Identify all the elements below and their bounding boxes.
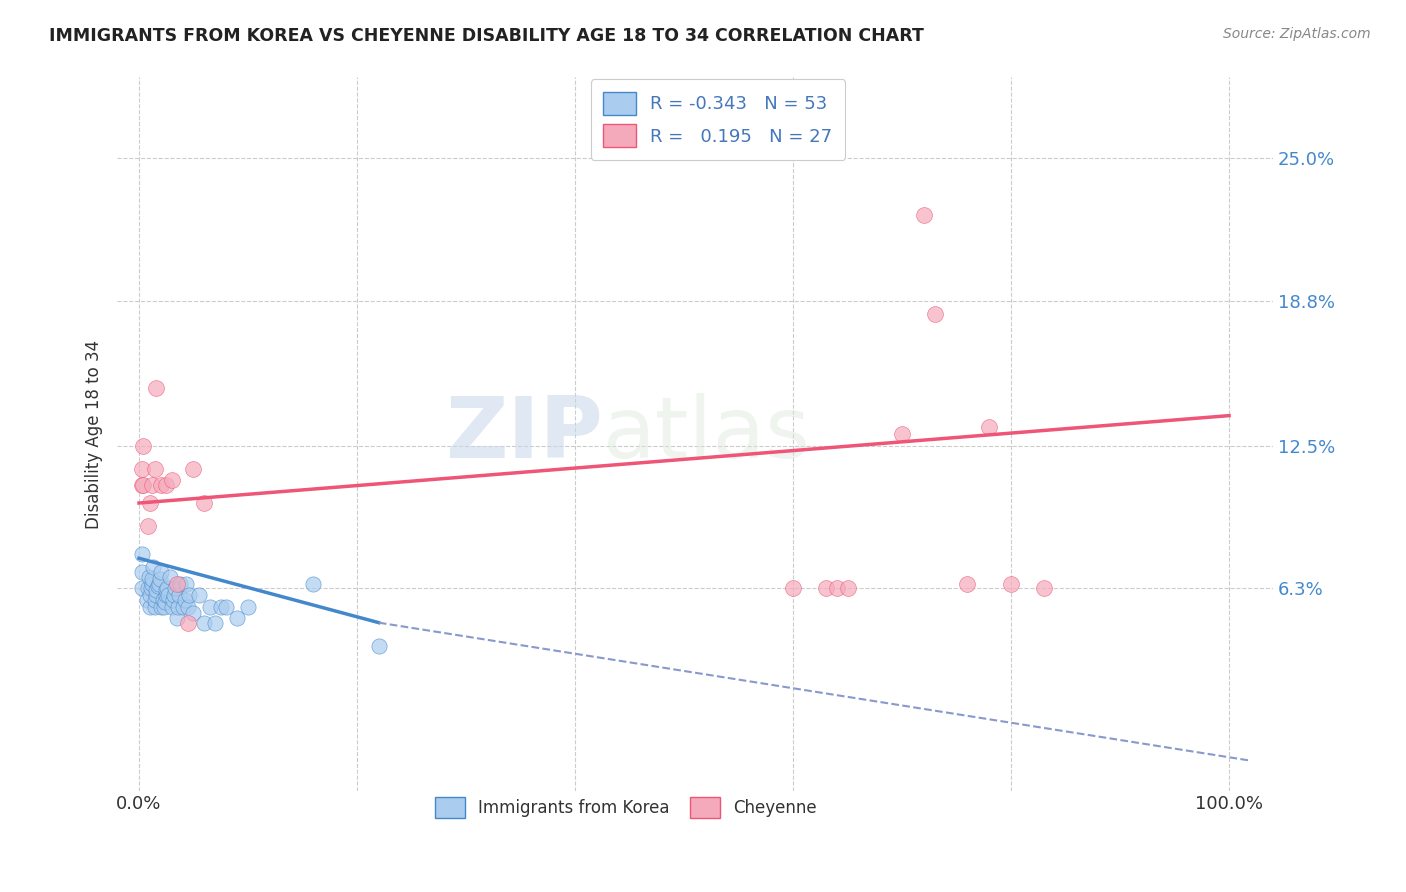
Point xyxy=(146,579,169,593)
Legend: Immigrants from Korea, Cheyenne: Immigrants from Korea, Cheyenne xyxy=(427,790,823,825)
Point xyxy=(155,477,177,491)
Point xyxy=(139,496,162,510)
Point xyxy=(163,588,186,602)
Point xyxy=(193,615,215,630)
Point xyxy=(139,599,162,614)
Point xyxy=(131,461,153,475)
Point xyxy=(149,565,172,579)
Point xyxy=(143,461,166,475)
Point xyxy=(141,572,163,586)
Point xyxy=(891,427,914,442)
Point xyxy=(136,519,159,533)
Point xyxy=(166,576,188,591)
Point xyxy=(131,581,153,595)
Point xyxy=(825,581,848,595)
Point xyxy=(166,611,188,625)
Point xyxy=(226,611,249,625)
Point xyxy=(177,599,200,614)
Point xyxy=(145,588,167,602)
Point xyxy=(139,588,162,602)
Text: Source: ZipAtlas.com: Source: ZipAtlas.com xyxy=(1223,27,1371,41)
Point xyxy=(172,599,194,614)
Point xyxy=(131,547,153,561)
Point xyxy=(163,581,186,595)
Point xyxy=(209,599,232,614)
Point xyxy=(160,473,183,487)
Point xyxy=(162,592,184,607)
Point xyxy=(149,599,172,614)
Point xyxy=(152,592,174,607)
Point xyxy=(814,581,837,595)
Point xyxy=(159,569,181,583)
Point xyxy=(236,599,259,614)
Point xyxy=(141,576,163,591)
Point xyxy=(204,615,226,630)
Point xyxy=(156,581,179,595)
Point xyxy=(169,576,191,591)
Text: atlas: atlas xyxy=(603,392,810,475)
Point xyxy=(149,572,172,586)
Point xyxy=(169,588,191,602)
Point xyxy=(157,588,180,602)
Point xyxy=(139,581,162,595)
Point xyxy=(131,477,153,491)
Point xyxy=(141,477,163,491)
Point xyxy=(956,576,979,591)
Point xyxy=(149,477,172,491)
Point xyxy=(173,592,195,607)
Point xyxy=(136,581,159,595)
Point xyxy=(155,588,177,602)
Point xyxy=(153,595,176,609)
Point xyxy=(131,565,153,579)
Point xyxy=(132,477,155,491)
Point xyxy=(302,576,325,591)
Point xyxy=(155,583,177,598)
Point xyxy=(148,576,170,591)
Point xyxy=(782,581,804,595)
Point xyxy=(1000,576,1022,591)
Point xyxy=(145,583,167,598)
Point xyxy=(138,569,160,583)
Y-axis label: Disability Age 18 to 34: Disability Age 18 to 34 xyxy=(86,340,103,529)
Point xyxy=(912,209,935,223)
Point xyxy=(183,607,205,621)
Point xyxy=(215,599,238,614)
Point xyxy=(174,576,197,591)
Point xyxy=(179,588,201,602)
Text: IMMIGRANTS FROM KOREA VS CHEYENNE DISABILITY AGE 18 TO 34 CORRELATION CHART: IMMIGRANTS FROM KOREA VS CHEYENNE DISABI… xyxy=(49,27,924,45)
Point xyxy=(183,461,205,475)
Point xyxy=(143,599,166,614)
Point xyxy=(145,381,167,395)
Point xyxy=(198,599,221,614)
Point xyxy=(177,615,200,630)
Point xyxy=(979,420,1001,434)
Point xyxy=(153,599,176,614)
Point xyxy=(142,560,165,574)
Point xyxy=(132,438,155,452)
Point xyxy=(193,496,215,510)
Point xyxy=(367,639,389,653)
Point xyxy=(187,588,209,602)
Point xyxy=(143,592,166,607)
Point xyxy=(135,592,157,607)
Point xyxy=(924,307,946,321)
Point xyxy=(1032,581,1054,595)
Text: ZIP: ZIP xyxy=(444,392,603,475)
Point xyxy=(160,599,183,614)
Point xyxy=(167,599,190,614)
Point xyxy=(837,581,859,595)
